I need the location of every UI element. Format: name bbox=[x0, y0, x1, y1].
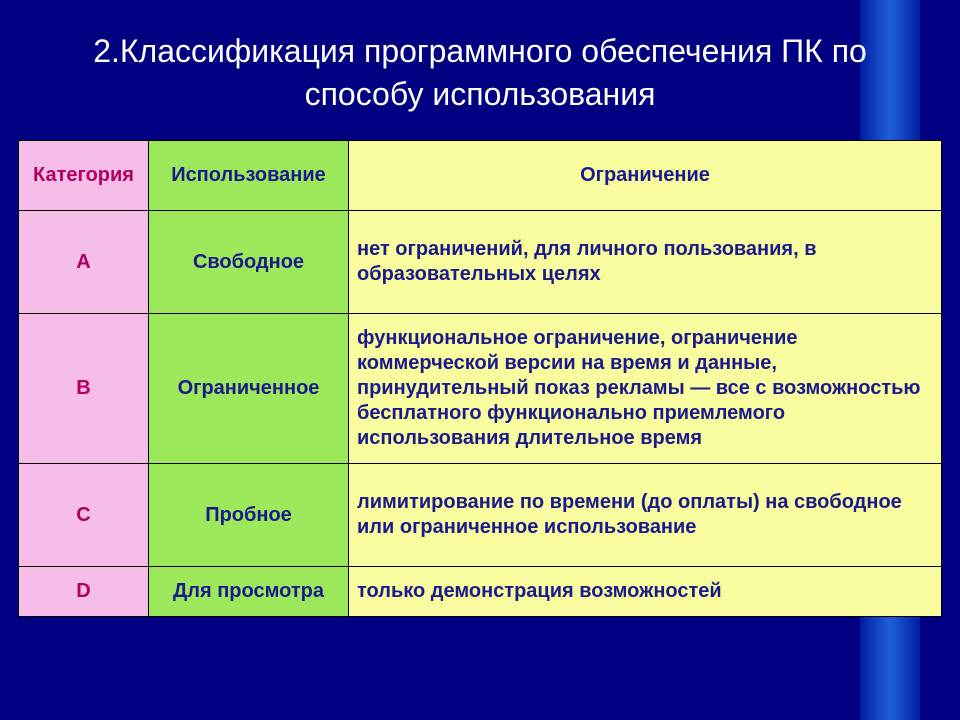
cell-category: C bbox=[19, 464, 149, 567]
slide-title: 2.Классификация программного обеспечения… bbox=[0, 0, 960, 140]
cell-usage: Пробное bbox=[149, 464, 349, 567]
cell-limitation: функциональное ограничение, ограничение … bbox=[349, 314, 942, 464]
cell-usage: Ограниченное bbox=[149, 314, 349, 464]
table-row: B Ограниченное функциональное ограничени… bbox=[19, 314, 942, 464]
header-category: Категория bbox=[19, 141, 149, 211]
cell-usage: Свободное bbox=[149, 211, 349, 314]
table-row: A Свободное нет ограничений, для личного… bbox=[19, 211, 942, 314]
cell-category: B bbox=[19, 314, 149, 464]
cell-limitation: лимитирование по времени (до оплаты) на … bbox=[349, 464, 942, 567]
cell-limitation: только демонстрация возможностей bbox=[349, 567, 942, 617]
classification-table: Категория Использование Ограничение A Св… bbox=[18, 140, 942, 617]
classification-table-wrap: Категория Использование Ограничение A Св… bbox=[0, 140, 960, 617]
header-limitation: Ограничение bbox=[349, 141, 942, 211]
header-usage: Использование bbox=[149, 141, 349, 211]
table-row: C Пробное лимитирование по времени (до о… bbox=[19, 464, 942, 567]
table-row: D Для просмотра только демонстрация возм… bbox=[19, 567, 942, 617]
table-header-row: Категория Использование Ограничение bbox=[19, 141, 942, 211]
cell-category: D bbox=[19, 567, 149, 617]
cell-usage: Для просмотра bbox=[149, 567, 349, 617]
cell-category: A bbox=[19, 211, 149, 314]
cell-limitation: нет ограничений, для личного пользования… bbox=[349, 211, 942, 314]
